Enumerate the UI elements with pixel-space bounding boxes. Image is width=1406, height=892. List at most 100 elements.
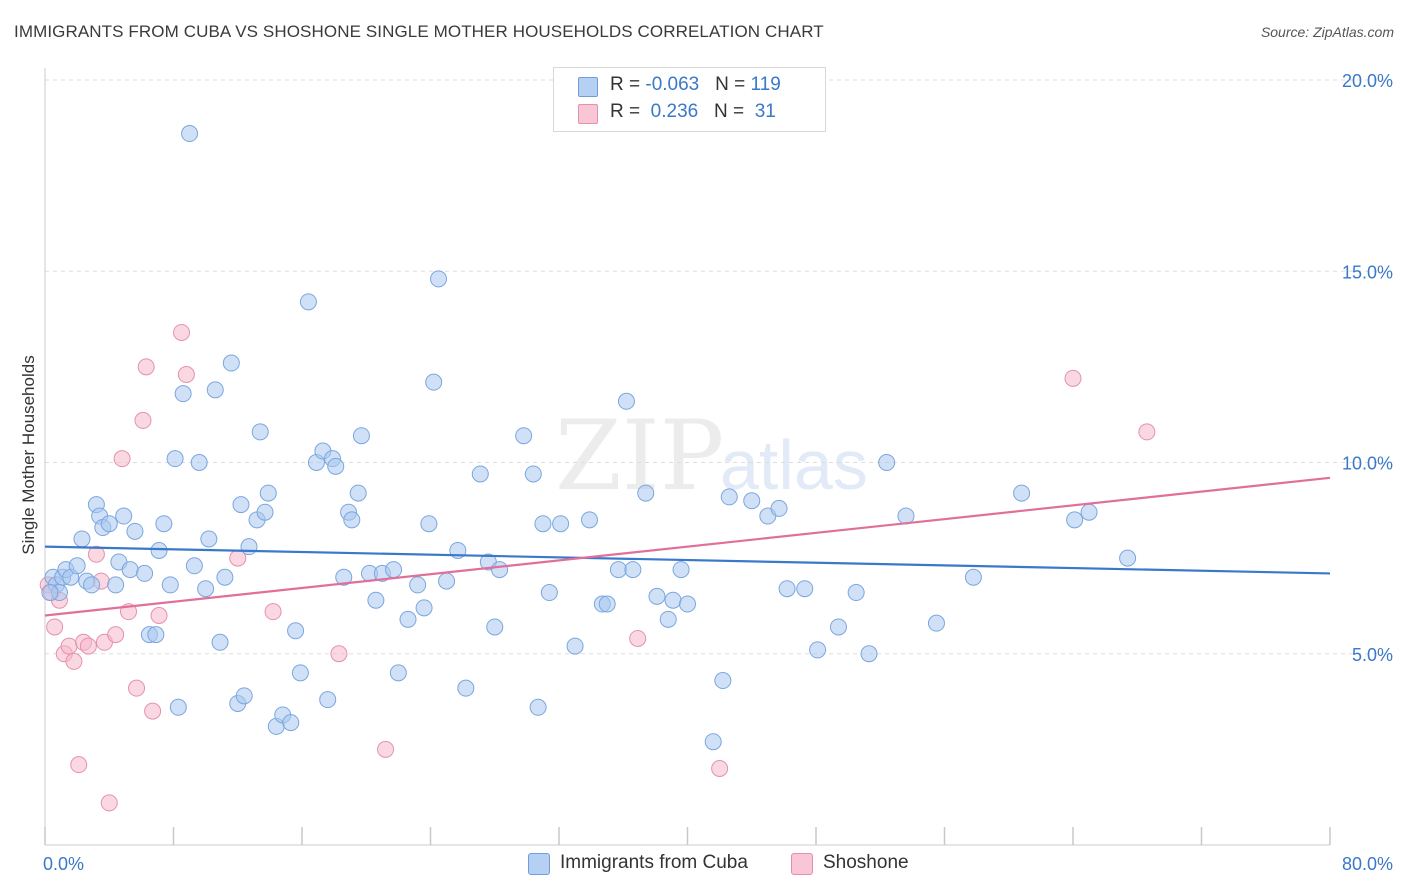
cuba-point bbox=[624, 561, 642, 579]
cuba-point bbox=[174, 385, 192, 403]
cuba-point bbox=[287, 622, 305, 640]
x-tick-label-max: 80.0% bbox=[1342, 854, 1393, 874]
cuba-point bbox=[1066, 511, 1084, 529]
cuba-point bbox=[166, 450, 184, 468]
shoshone-point bbox=[79, 637, 97, 655]
shoshone-point bbox=[173, 323, 191, 341]
cuba-point bbox=[457, 679, 475, 697]
shoshone-point bbox=[177, 366, 195, 384]
cuba-point bbox=[1119, 549, 1137, 567]
cuba-point bbox=[637, 484, 655, 502]
cuba-point bbox=[150, 541, 168, 559]
shoshone-point bbox=[100, 794, 118, 812]
cuba-point bbox=[672, 561, 690, 579]
cuba-point bbox=[211, 633, 229, 651]
chart-source: Source: ZipAtlas.com bbox=[1260, 24, 1394, 40]
legend-r-label: R = bbox=[610, 74, 646, 95]
shoshone-point bbox=[70, 756, 88, 774]
cuba-point bbox=[206, 381, 224, 399]
tick-labels: 5.0% 10.0% 15.0% 20.0% 0.0% 80.0% bbox=[43, 71, 1393, 874]
cuba-point bbox=[964, 568, 982, 586]
cuba-point bbox=[389, 664, 407, 682]
cuba-point bbox=[259, 484, 277, 502]
trend-lines bbox=[44, 476, 1331, 617]
cuba-point bbox=[68, 557, 86, 575]
cuba-point bbox=[327, 457, 345, 475]
shoshone-point bbox=[330, 645, 348, 663]
cuba-point bbox=[343, 511, 361, 529]
cuba-point bbox=[566, 637, 584, 655]
grid-lines bbox=[45, 79, 1390, 655]
cuba-point bbox=[425, 373, 443, 391]
shoshone-point bbox=[65, 652, 83, 670]
cuba-point bbox=[235, 687, 253, 705]
cuba-point bbox=[847, 584, 865, 602]
shoshone-point bbox=[629, 629, 647, 647]
legend-n-value-shoshone: 31 bbox=[749, 101, 776, 122]
cuba-point bbox=[714, 672, 732, 690]
cuba-point bbox=[291, 664, 309, 682]
cuba-point bbox=[126, 522, 144, 540]
cuba-point bbox=[399, 610, 417, 628]
cuba-point bbox=[609, 561, 627, 579]
cuba-point bbox=[438, 572, 456, 590]
shoshone-point bbox=[128, 679, 146, 697]
cuba-point bbox=[878, 454, 896, 471]
cuba-point bbox=[169, 698, 187, 716]
cuba-point bbox=[648, 587, 666, 605]
cuba-point bbox=[161, 576, 179, 594]
cuba-point bbox=[115, 507, 133, 525]
shoshone-point bbox=[150, 607, 168, 624]
cuba-point bbox=[491, 561, 509, 579]
cuba-point bbox=[860, 645, 878, 663]
shoshone-point bbox=[264, 603, 282, 621]
cuba-point bbox=[617, 392, 635, 410]
legend-r-value-shoshone: 0.236 bbox=[645, 101, 699, 122]
cuba-point bbox=[540, 584, 558, 602]
y-tick-label: 15.0% bbox=[1342, 262, 1393, 282]
cuba-point bbox=[240, 538, 258, 556]
bottom-legend-swatch-cuba bbox=[528, 853, 550, 875]
cuba-point bbox=[415, 599, 433, 617]
cuba-point bbox=[1013, 484, 1031, 502]
cuba-point bbox=[185, 557, 203, 575]
cuba-point bbox=[200, 530, 218, 548]
cuba-point bbox=[743, 492, 761, 510]
x-tick-label-min: 0.0% bbox=[43, 854, 84, 874]
shoshone-point bbox=[144, 702, 162, 720]
shoshone-point bbox=[87, 545, 105, 563]
cuba-point bbox=[197, 580, 215, 598]
cuba-point bbox=[232, 496, 250, 514]
shoshone-point bbox=[1064, 369, 1082, 387]
cuba-point bbox=[552, 515, 570, 533]
cuba-point bbox=[430, 270, 448, 288]
cuba-point bbox=[256, 503, 274, 521]
cuba-point bbox=[471, 465, 489, 483]
legend-n-label: N = bbox=[715, 74, 751, 95]
cuba-point bbox=[659, 610, 677, 628]
cuba-point bbox=[720, 488, 738, 506]
cuba-point bbox=[385, 561, 403, 579]
legend-n-label: N = bbox=[714, 101, 750, 122]
cuba-point bbox=[829, 618, 847, 636]
cuba-point bbox=[319, 691, 337, 709]
axes bbox=[44, 68, 1331, 846]
cuba-point bbox=[367, 591, 385, 609]
correlation-legend: R = -0.063 N = 119 R = 0.236 N = 31 bbox=[553, 67, 826, 132]
cuba-point bbox=[83, 576, 101, 594]
shoshone-trend-line bbox=[44, 476, 1331, 617]
cuba-point bbox=[147, 626, 165, 644]
cuba-points bbox=[41, 125, 1137, 751]
cuba-point bbox=[222, 354, 240, 372]
shoshone-point bbox=[137, 358, 155, 376]
cuba-point bbox=[299, 293, 317, 311]
cuba-point bbox=[704, 733, 722, 751]
cuba-point bbox=[778, 580, 796, 598]
legend-r-value-cuba: -0.063 bbox=[645, 74, 700, 95]
cuba-point bbox=[190, 454, 208, 471]
cuba-point bbox=[155, 515, 173, 533]
cuba-point bbox=[770, 499, 788, 517]
shoshone-point bbox=[60, 637, 78, 655]
bottom-legend-label-shoshone: Shoshone bbox=[823, 852, 909, 873]
